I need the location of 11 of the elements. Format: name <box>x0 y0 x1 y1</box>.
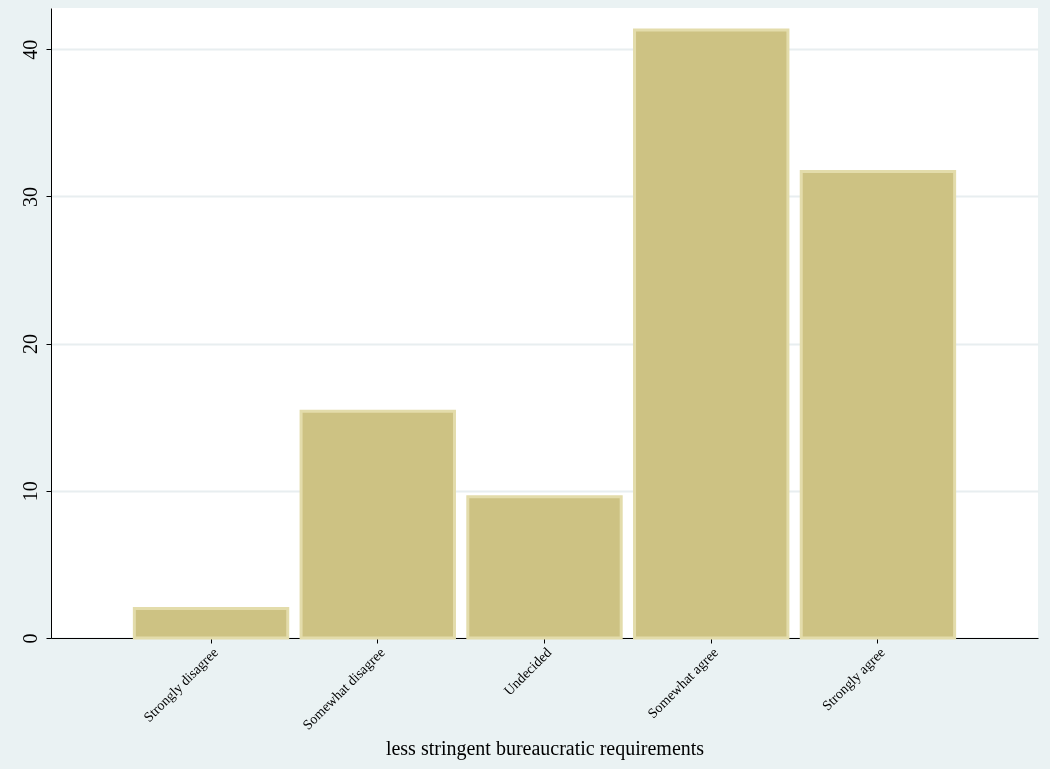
y-tick-label: 0 <box>18 633 41 644</box>
bar <box>132 607 290 640</box>
y-tick-label: 10 <box>18 481 41 502</box>
bar <box>299 409 456 640</box>
y-tick-label: 30 <box>18 186 41 207</box>
bar <box>633 28 790 640</box>
x-axis-title: less stringent bureaucratic requirements <box>385 736 705 760</box>
y-tick-label: 20 <box>18 334 41 355</box>
y-tick-label: 40 <box>18 39 41 60</box>
bar <box>466 495 623 640</box>
bar <box>799 169 957 640</box>
